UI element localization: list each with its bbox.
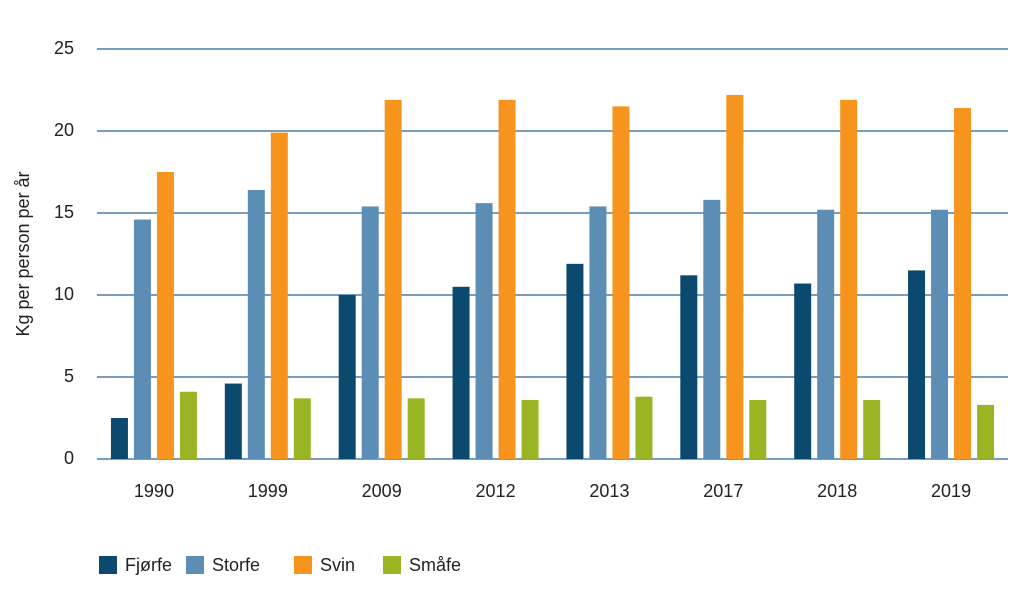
y-tick-label: 25 <box>54 38 74 58</box>
bar <box>133 219 151 459</box>
bar <box>293 398 311 459</box>
bar <box>635 396 653 459</box>
legend-label: Storfe <box>212 555 260 575</box>
bar <box>452 286 470 459</box>
bar <box>270 132 288 459</box>
x-tick-label: 2009 <box>362 481 402 501</box>
x-tick-label: 1999 <box>248 481 288 501</box>
y-tick-label: 10 <box>54 284 74 304</box>
bar <box>475 203 493 459</box>
bar <box>931 209 949 459</box>
x-tick-label: 2013 <box>589 481 629 501</box>
legend-label: Småfe <box>409 555 461 575</box>
x-tick-label: 2017 <box>703 481 743 501</box>
bar <box>156 172 174 459</box>
bar <box>247 190 265 460</box>
bar <box>179 391 197 459</box>
x-tick-label: 2019 <box>931 481 971 501</box>
y-tick-label: 5 <box>64 366 74 386</box>
x-tick-label: 2018 <box>817 481 857 501</box>
y-tick-label: 15 <box>54 202 74 222</box>
bar <box>977 404 995 459</box>
bar <box>224 383 242 459</box>
bar <box>749 399 767 459</box>
bar <box>338 295 356 459</box>
legend-swatch <box>186 556 204 574</box>
bar <box>840 99 858 459</box>
y-tick-label: 0 <box>64 448 74 468</box>
bar <box>407 398 425 459</box>
legend-swatch <box>99 556 117 574</box>
bar <box>703 199 721 459</box>
bar <box>908 270 926 459</box>
y-axis-label: Kg per person per år <box>13 171 33 336</box>
legend-label: Fjørfe <box>125 555 172 575</box>
bar <box>384 99 402 459</box>
bar <box>589 206 607 459</box>
bar <box>110 418 128 459</box>
bar <box>566 263 584 459</box>
y-tick-label: 20 <box>54 120 74 140</box>
x-tick-label: 2012 <box>476 481 516 501</box>
bar <box>680 275 698 459</box>
bar <box>817 209 835 459</box>
bar <box>794 283 812 459</box>
bar <box>612 106 630 460</box>
bar <box>726 94 744 460</box>
bar <box>954 108 972 459</box>
bar <box>521 399 539 459</box>
bar <box>498 99 516 459</box>
legend-swatch <box>294 556 312 574</box>
legend-label: Svin <box>320 555 355 575</box>
legend-swatch <box>383 556 401 574</box>
x-tick-label: 1990 <box>134 481 174 501</box>
bar <box>361 206 379 459</box>
bar <box>863 399 881 459</box>
